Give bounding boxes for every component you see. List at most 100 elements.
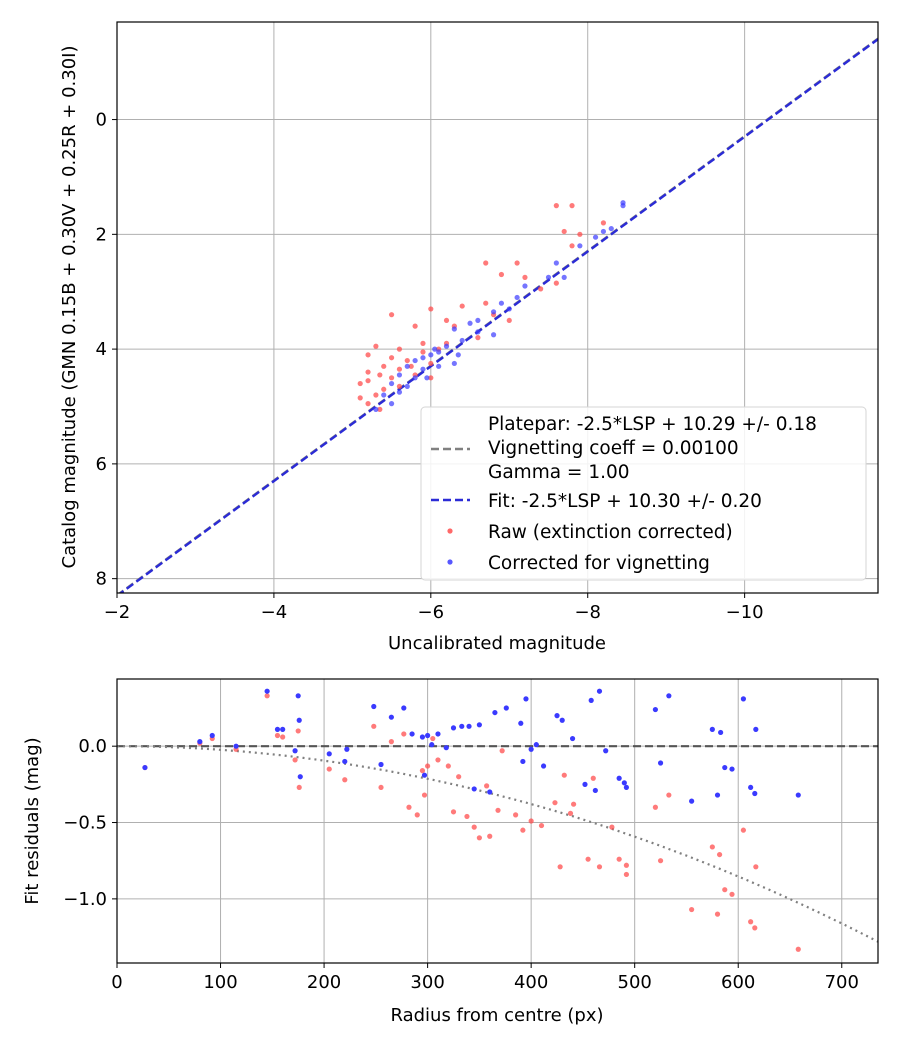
corrected-point: [459, 337, 465, 344]
x-tick-label: 300: [410, 972, 444, 993]
corrected-point: [443, 343, 450, 349]
corrected-point: [752, 790, 758, 797]
raw-point: [514, 260, 520, 266]
raw-point: [557, 864, 563, 870]
corrected-point: [540, 763, 547, 769]
raw-point: [709, 844, 715, 850]
corrected-point: [795, 792, 801, 798]
corrected-point: [436, 349, 442, 355]
raw-point: [740, 827, 747, 833]
raw-point: [264, 693, 270, 699]
corrected-point: [388, 380, 395, 387]
raw-point: [280, 734, 286, 740]
raw-point: [567, 810, 574, 816]
raw-point: [484, 783, 490, 789]
raw-point: [396, 346, 403, 352]
corrected-point: [729, 766, 735, 772]
raw-point: [600, 220, 607, 226]
raw-point: [342, 777, 348, 783]
raw-point: [506, 317, 512, 324]
raw-point: [295, 728, 301, 734]
corrected-point: [371, 703, 377, 710]
corrected-point: [753, 726, 759, 732]
x-axis-label: Uncalibrated magnitude: [388, 633, 606, 654]
calibration-plot: −2 −4 −6 −8 −10 0 2 4 6 8 Uncalibrated magnitude…: [59, 21, 879, 654]
raw-point: [450, 809, 457, 815]
raw-point: [528, 818, 534, 824]
corrected-point: [522, 283, 528, 289]
raw-point: [577, 231, 583, 237]
raw-point: [388, 375, 395, 381]
residuals-y-axis-label: Fit residuals (mag): [22, 737, 43, 904]
raw-point: [420, 340, 426, 346]
raw-point: [652, 804, 658, 810]
raw-point: [430, 735, 436, 742]
corrected-point: [492, 709, 498, 716]
corrected-point: [603, 748, 609, 754]
raw-point: [373, 343, 379, 349]
raw-point: [412, 323, 418, 329]
raw-point: [419, 768, 426, 774]
corrected-point: [424, 375, 430, 381]
raw-point: [365, 401, 371, 407]
raw-point: [553, 280, 559, 286]
legend-platepar: Platepar: -2.5*LSP + 10.29 +/- 0.18: [488, 414, 817, 435]
corrected-point: [443, 745, 449, 751]
corrected-point: [471, 786, 477, 792]
raw-point: [666, 792, 672, 798]
corrected-point: [490, 309, 497, 315]
corrected-point: [514, 294, 520, 301]
corrected-point: [436, 363, 442, 369]
raw-point: [326, 766, 332, 772]
raw-point: [377, 406, 383, 412]
residuals-reference-lines: [117, 745, 878, 943]
raw-point: [752, 925, 758, 931]
corrected-point: [432, 346, 438, 352]
raw-point: [471, 824, 477, 830]
legend-raw: Raw (extinction corrected): [488, 522, 733, 543]
raw-point: [569, 203, 575, 209]
corrected-point: [608, 225, 614, 232]
corrected-point: [559, 717, 565, 723]
corrected-point: [425, 732, 431, 739]
corrected-point: [528, 746, 534, 752]
corrected-point: [404, 383, 410, 390]
raw-point: [538, 286, 544, 292]
raw-point: [381, 363, 387, 369]
x-axis-ticks: −2 −4 −6 −8 −10: [104, 593, 764, 623]
x-tick-label: 0: [111, 972, 122, 993]
vignetting-model-curve: [117, 745, 878, 943]
raw-point: [716, 851, 723, 858]
corrected-point: [429, 742, 435, 748]
corrected-point: [666, 693, 672, 699]
raw-point: [495, 807, 501, 813]
y-tick-label: 0.0: [78, 736, 107, 757]
residuals-x-axis-ticks: 0 100 200 300 400 500 600 700: [111, 963, 859, 993]
raw-point: [487, 833, 493, 839]
corrected-point: [459, 723, 465, 729]
corrected-point: [709, 726, 715, 732]
data-points: [357, 200, 626, 412]
corrected-point: [233, 743, 239, 749]
legend-swatch-raw: [447, 528, 453, 534]
corrected-point: [722, 764, 728, 771]
raw-point: [561, 772, 567, 778]
y-axis-label: Catalog magnitude (GMN 0.15B + 0.30V + 0…: [59, 45, 80, 568]
raw-point: [483, 260, 489, 266]
y-axis-ticks: 0 2 4 6 8: [96, 110, 117, 590]
corrected-point: [292, 748, 298, 754]
residuals-y-axis-ticks: 0.0 −0.5 −1.0: [63, 736, 117, 910]
corrected-point: [506, 306, 512, 312]
corrected-point: [412, 375, 418, 381]
legend-box: [420, 406, 867, 581]
raw-point: [408, 363, 414, 369]
corrected-point: [503, 705, 509, 711]
residuals-points: [142, 688, 801, 952]
x-tick-label: 400: [514, 972, 548, 993]
corrected-point: [657, 760, 664, 766]
corrected-point: [451, 326, 457, 332]
raw-point: [428, 375, 434, 381]
raw-point: [459, 303, 465, 309]
raw-point: [296, 784, 302, 791]
legend-fit: Fit: -2.5*LSP + 10.30 +/- 0.20: [488, 491, 762, 512]
